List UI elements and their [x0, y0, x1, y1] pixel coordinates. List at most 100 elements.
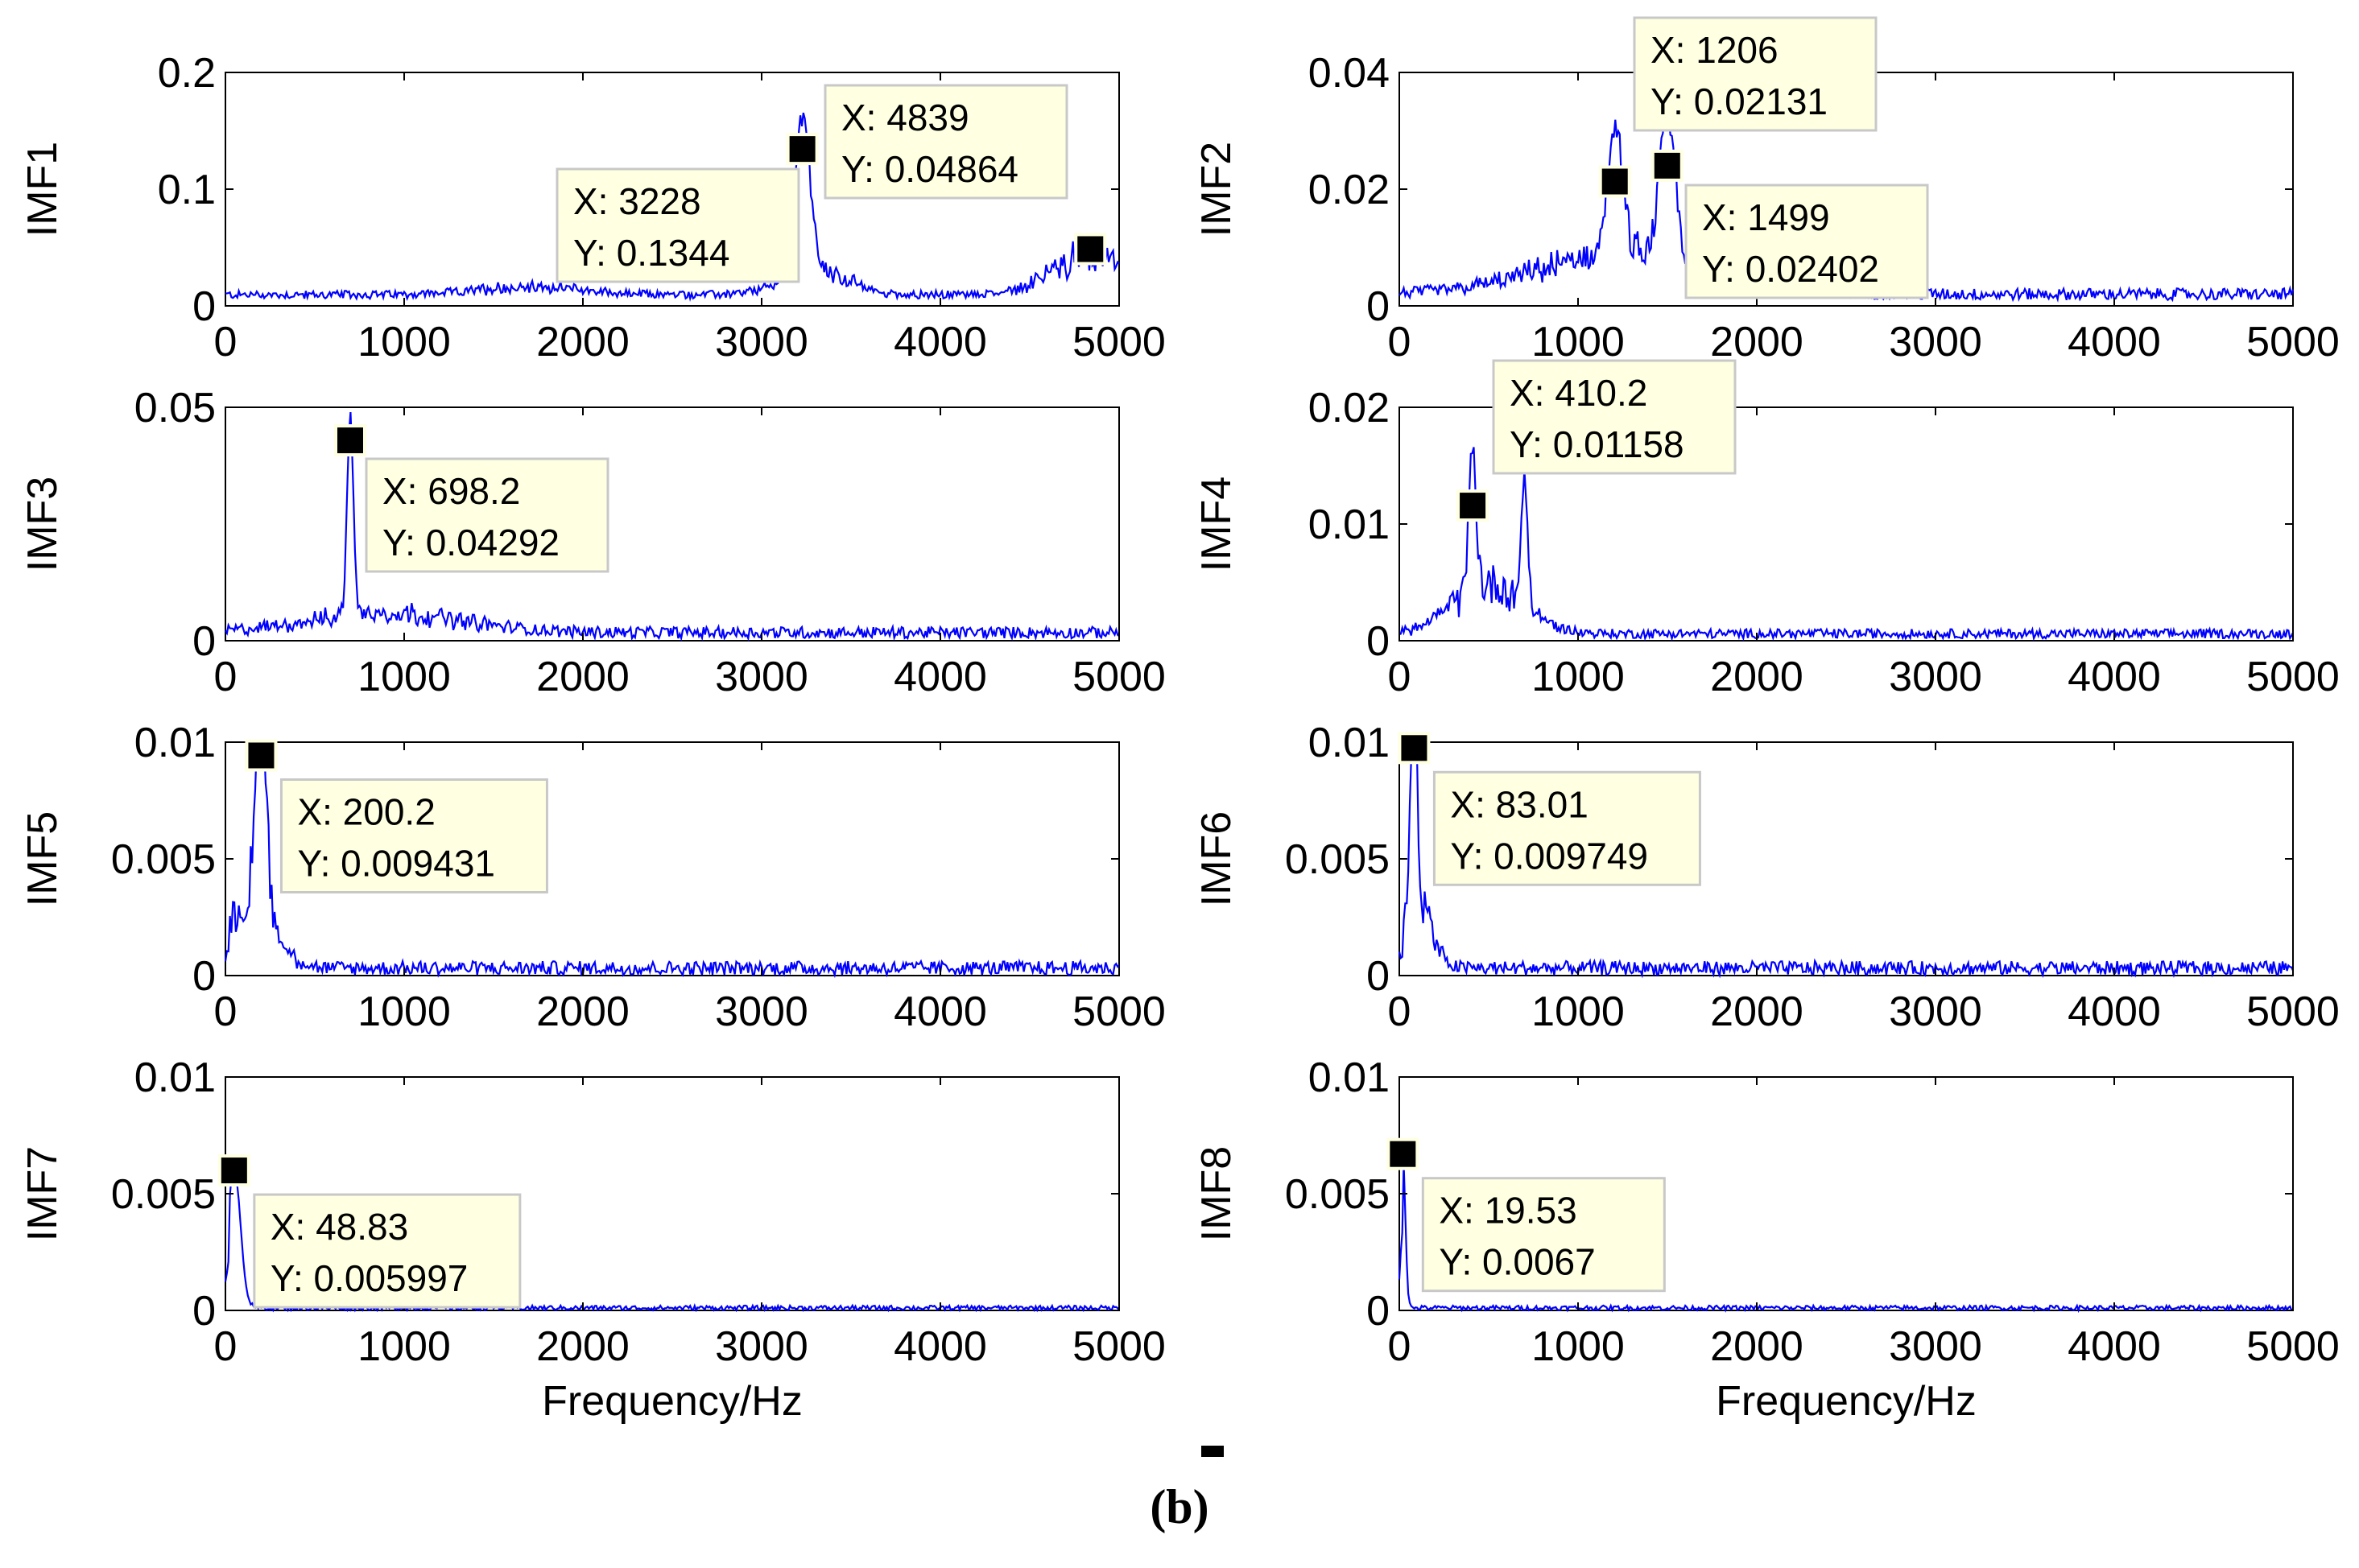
- y-tick-label: 0: [192, 618, 216, 665]
- data-tip-y: Y: 0.02131: [1650, 80, 1828, 122]
- data-tip-box: [365, 457, 609, 573]
- data-tip-y: Y: 0.009749: [1450, 835, 1648, 877]
- data-tip-marker: [1650, 149, 1684, 182]
- spectrum-line: [1398, 741, 2295, 979]
- x-tick-label: 0: [1388, 988, 1411, 1035]
- data-tip-marker: [334, 424, 367, 457]
- x-tick-label: 5000: [1072, 654, 1166, 700]
- data-tip-box: [824, 84, 1068, 200]
- y-axis-label: IMF1: [19, 142, 66, 237]
- data-tip-box: [1633, 16, 1878, 132]
- x-tick-label: 4000: [2068, 654, 2161, 700]
- x-tick-label: 2000: [536, 654, 630, 700]
- y-tick-label: 0.005: [1285, 1171, 1390, 1218]
- data-tip: X: 4839 Y: 0.04864: [824, 84, 1107, 266]
- y-tick-label: 0.1: [158, 167, 216, 213]
- y-tick-label: 0: [1366, 618, 1390, 665]
- y-tick-label: 0: [192, 283, 216, 330]
- chart-panel-imf3: 0 1000 2000 3000 4000 5000 0 0.05 IMF3 X: 698.2 Y:…: [19, 385, 1166, 700]
- x-tick-label: 1000: [1531, 1323, 1625, 1370]
- x-tick-label: 2000: [1710, 988, 1803, 1035]
- x-tick-label: 2000: [536, 988, 630, 1035]
- x-axis-label: Frequency/Hz: [542, 1378, 803, 1425]
- data-tip-box: [253, 1193, 522, 1309]
- data-tip: X: 1206 Y: 0.02131: [1598, 16, 1878, 198]
- data-tip-x: X: 200.2: [297, 791, 435, 833]
- x-tick-label: 0: [1388, 319, 1411, 365]
- data-tip-box: [1492, 359, 1737, 475]
- caption-dash: [1201, 1446, 1224, 1457]
- spectrum-line: [1398, 447, 2294, 642]
- x-tick-label: 3000: [1889, 988, 1982, 1035]
- x-tick-label: 4000: [894, 988, 987, 1035]
- x-tick-label: 0: [1388, 654, 1411, 700]
- y-axis-label: IMF3: [19, 477, 66, 571]
- x-tick-label: 4000: [894, 654, 987, 700]
- x-tick-label: 1000: [1531, 654, 1625, 700]
- data-tip-box: [1684, 184, 1929, 299]
- y-tick-label: 0.05: [134, 385, 216, 431]
- data-tip-y: Y: 0.1344: [573, 232, 729, 274]
- data-tip-marker: [1074, 233, 1107, 266]
- x-axis-label: Frequency/Hz: [1716, 1378, 1977, 1425]
- x-tick-label: 3000: [715, 1323, 808, 1370]
- spectrum-line: [225, 412, 1120, 642]
- y-tick-label: 0.005: [111, 1171, 216, 1218]
- y-tick-label: 0.01: [134, 1054, 216, 1101]
- data-tip-y: Y: 0.01158: [1510, 423, 1684, 465]
- y-tick-label: 0.01: [1308, 501, 1390, 548]
- data-tip-x: X: 410.2: [1510, 372, 1647, 414]
- x-tick-label: 3000: [715, 988, 808, 1035]
- x-tick-label: 2000: [1710, 1323, 1803, 1370]
- data-tip: X: 83.01 Y: 0.009749: [1398, 732, 1701, 886]
- x-tick-label: 5000: [1072, 988, 1166, 1035]
- x-tick-label: 3000: [715, 319, 808, 365]
- chart-panel-imf8: 0 1000 2000 3000 4000 5000 0 0.005 0.01 IMF8 Frequ…: [1193, 1054, 2340, 1425]
- x-tick-label: 1000: [357, 319, 451, 365]
- y-axis-label: IMF5: [19, 811, 66, 906]
- x-tick-label: 1000: [357, 988, 451, 1035]
- y-tick-label: 0.005: [111, 836, 216, 883]
- data-tip-x: X: 698.2: [382, 470, 520, 512]
- data-tip-y: Y: 0.04864: [841, 148, 1018, 190]
- data-tip-x: X: 48.83: [271, 1206, 408, 1248]
- x-tick-label: 5000: [2246, 654, 2340, 700]
- y-tick-label: 0.01: [1308, 720, 1390, 766]
- data-tip-marker: [1598, 165, 1631, 198]
- data-tip-box: [279, 778, 548, 894]
- x-tick-label: 5000: [1072, 319, 1166, 365]
- x-tick-label: 0: [214, 1323, 238, 1370]
- figure-label: (b): [1150, 1480, 1209, 1533]
- y-tick-label: 0.005: [1285, 836, 1390, 883]
- x-tick-label: 3000: [715, 654, 808, 700]
- y-tick-label: 0: [1366, 953, 1390, 1000]
- y-tick-label: 0: [192, 1288, 216, 1335]
- data-tip-marker: [245, 739, 278, 772]
- data-tip: X: 200.2 Y: 0.009431: [245, 739, 548, 894]
- chart-panel-imf7: 0 1000 2000 3000 4000 5000 0 0.005 0.01 IMF7 Frequ…: [19, 1054, 1166, 1425]
- x-tick-label: 5000: [2246, 319, 2340, 365]
- y-tick-label: 0.02: [1308, 167, 1390, 213]
- y-tick-label: 0: [1366, 283, 1390, 330]
- x-tick-label: 4000: [2068, 319, 2161, 365]
- figure-caption: (b): [0, 1479, 2359, 1535]
- data-tip-box: [556, 167, 800, 283]
- x-tick-label: 0: [214, 319, 238, 365]
- data-tip-x: X: 83.01: [1450, 783, 1588, 825]
- x-tick-label: 1000: [1531, 988, 1625, 1035]
- x-tick-label: 1000: [1531, 319, 1625, 365]
- data-tip-box: [1421, 1177, 1666, 1293]
- data-tip-y: Y: 0.04292: [382, 522, 560, 563]
- data-tip-y: Y: 0.009431: [297, 843, 495, 885]
- chart-panel-imf2: 0 1000 2000 3000 4000 5000 0 0.02 0.04 IMF2 X: 120…: [1193, 16, 2340, 365]
- x-tick-label: 2000: [1710, 654, 1803, 700]
- x-tick-label: 5000: [2246, 1323, 2340, 1370]
- x-tick-label: 3000: [1889, 1323, 1982, 1370]
- data-tip: X: 3228 Y: 0.1344: [556, 133, 819, 283]
- chart-panel-imf5: 0 1000 2000 3000 4000 5000 0 0.005 0.01 IMF5 X: 20…: [19, 720, 1166, 1035]
- data-tip: X: 410.2 Y: 0.01158: [1456, 359, 1737, 522]
- x-tick-label: 4000: [2068, 988, 2161, 1035]
- data-tip-y: Y: 0.02402: [1702, 248, 1879, 290]
- spectrum-line: [224, 741, 1120, 979]
